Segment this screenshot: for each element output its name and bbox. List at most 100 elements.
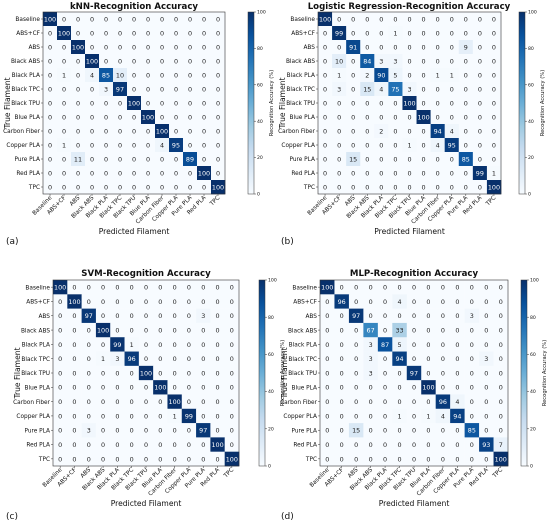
heatmap-cell (416, 12, 431, 27)
cell-value-label: 94 (434, 127, 442, 135)
heatmap-cell (430, 124, 445, 139)
cell-value-label: 0 (118, 99, 122, 107)
cell-value-label: 0 (323, 99, 327, 107)
cell-value-label: 0 (146, 127, 150, 135)
heatmap-cell (81, 451, 97, 467)
heatmap-cell (493, 423, 509, 438)
heatmap-cell (435, 380, 451, 395)
cell-value-label: 85 (102, 71, 110, 79)
cell-value-label: 0 (90, 15, 94, 23)
cell-value-label: 0 (325, 369, 329, 377)
cell-value-label: 3 (379, 57, 383, 65)
cell-value-label: 0 (187, 384, 191, 392)
heatmap-cell (450, 322, 465, 338)
heatmap-cell (402, 68, 417, 83)
heatmap-cell (486, 82, 502, 97)
cell-value-label: 100 (86, 57, 98, 65)
cell-value-label: 0 (104, 99, 108, 107)
cell-value-label: 0 (441, 298, 445, 306)
heatmap-cell (435, 365, 451, 381)
heatmap-cell (430, 166, 445, 181)
y-tick-label: Copper PLA (283, 414, 317, 420)
cell-value-label: 0 (90, 99, 94, 107)
heatmap-cell (430, 68, 445, 83)
cell-value-label: 0 (130, 384, 134, 392)
heatmap-cell (334, 294, 350, 309)
heatmap-cell (450, 280, 465, 295)
cell-value-label: 0 (499, 284, 503, 292)
cell-value-label: 0 (499, 384, 503, 392)
heatmap-cell (71, 68, 86, 83)
heatmap-cell (346, 40, 361, 55)
cell-value-label: 0 (383, 412, 387, 420)
heatmap-cell (402, 54, 417, 69)
cell-value-label: 0 (340, 369, 344, 377)
heatmap-cell (167, 308, 183, 324)
cell-value-label: 0 (354, 412, 358, 420)
cell-value-label: 0 (455, 455, 459, 463)
cell-value-label: 0 (118, 113, 122, 121)
heatmap-cell (346, 54, 361, 69)
heatmap-cell (169, 40, 184, 55)
heatmap-cell (421, 351, 436, 367)
heatmap-cell (181, 423, 197, 438)
heatmap-cell (124, 437, 140, 452)
heatmap-cell (113, 166, 128, 181)
cell-value-label: 0 (230, 398, 234, 406)
cell-value-label: 0 (436, 183, 440, 191)
cell-value-label: 4 (160, 141, 164, 149)
cell-value-label: 0 (499, 312, 503, 320)
heatmap-cell (406, 294, 422, 309)
cell-value-label: 0 (351, 29, 355, 37)
cell-value-label: 0 (351, 57, 355, 65)
heatmap-cell (155, 12, 170, 27)
cell-value-label: 100 (488, 183, 500, 191)
heatmap-cell (141, 82, 156, 97)
cell-value-label: 4 (455, 398, 459, 406)
heatmap-cell (406, 308, 422, 324)
y-tick-label: Copper PLA (6, 143, 40, 149)
cell-value-label: 100 (140, 369, 152, 377)
cell-value-label: 0 (130, 455, 134, 463)
heatmap-cell (406, 451, 422, 467)
heatmap-cell (332, 82, 347, 97)
y-tick-label: Black ABS (11, 59, 40, 65)
colorbar-tick-label: 40 (528, 119, 534, 125)
cell-value-label: 0 (383, 384, 387, 392)
heatmap-cell (138, 394, 154, 410)
heatmap-cell (435, 294, 451, 309)
heatmap-cell (141, 124, 156, 139)
cell-value-label: 0 (62, 155, 66, 163)
cell-value-label: 1 (62, 71, 66, 79)
heatmap-cell (472, 110, 488, 125)
heatmap-cell (392, 451, 408, 467)
heatmap-cell (141, 138, 156, 153)
cell-value-label: 0 (174, 169, 178, 177)
cell-value-label: 0 (174, 29, 178, 37)
heatmap-cell (374, 166, 389, 181)
cell-value-label: 0 (337, 15, 341, 23)
y-tick-label: Black PLA (12, 73, 40, 79)
cell-value-label: 0 (478, 57, 482, 65)
heatmap-cell (486, 96, 502, 111)
heatmap-cell (435, 351, 451, 367)
colorbar-tick-label: 0 (268, 464, 271, 470)
cell-value-label: 0 (216, 384, 220, 392)
cell-value-label: 0 (87, 298, 91, 306)
heatmap-cell (464, 451, 480, 467)
cell-value-label: 0 (58, 369, 62, 377)
cell-value-label: 0 (160, 113, 164, 121)
heatmap-cell (138, 280, 154, 295)
cell-value-label: 0 (76, 113, 80, 121)
heatmap-cell (155, 124, 170, 139)
cell-value-label: 0 (323, 183, 327, 191)
cell-value-label: 0 (407, 71, 411, 79)
heatmap-cell (196, 351, 211, 367)
heatmap-cell (392, 394, 408, 410)
cell-value-label: 0 (450, 169, 454, 177)
cell-value-label: 0 (323, 71, 327, 79)
heatmap-cell (493, 437, 509, 452)
cell-value-label: 0 (216, 355, 220, 363)
heatmap-cell (138, 380, 154, 395)
